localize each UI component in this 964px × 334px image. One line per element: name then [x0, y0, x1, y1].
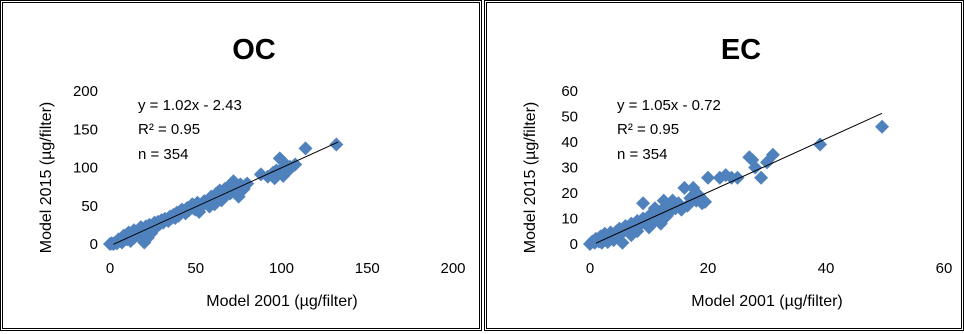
trendline-annotation: n = 354 [617, 146, 667, 163]
trendline-annotation: R² = 0.95 [617, 121, 679, 138]
y-tick-label: 30 [561, 160, 578, 177]
data-point [754, 170, 769, 185]
data-point [677, 180, 692, 195]
x-tick-label: 60 [936, 260, 953, 277]
trendline-annotation: y = 1.02x - 2.43 [138, 97, 242, 114]
x-tick-label: 150 [355, 260, 380, 277]
data-point [636, 196, 651, 211]
chart-title: EC [721, 34, 761, 66]
data-point [633, 217, 648, 232]
y-axis-title: Model 2015 (µg/filter) [38, 102, 55, 254]
data-point [647, 201, 662, 216]
x-tick-label: 100 [269, 260, 294, 277]
y-tick-label: 200 [73, 83, 98, 100]
x-tick-label: 0 [586, 260, 594, 277]
data-point [288, 157, 303, 172]
x-tick-label: 20 [700, 260, 717, 277]
data-point [748, 160, 763, 175]
trendline [113, 141, 339, 245]
x-tick-label: 50 [187, 260, 204, 277]
x-tick-label: 200 [440, 260, 465, 277]
trendline [595, 112, 883, 244]
y-tick-label: 20 [561, 185, 578, 202]
y-tick-label: 150 [73, 121, 98, 138]
y-tick-label: 100 [73, 160, 98, 177]
y-tick-label: 40 [561, 134, 578, 151]
oc-chart-panel: OC 0 50 100 150 200 0 50 100 150 200 Model 2001 (µg… [0, 0, 482, 331]
y-tick-label: 50 [81, 198, 98, 215]
data-point [875, 119, 890, 134]
data-point [689, 193, 704, 208]
data-point [600, 234, 615, 249]
chart-title: OC [232, 34, 276, 66]
y-tick-label: 50 [561, 109, 578, 126]
data-point [615, 235, 630, 250]
y-tick-label: 0 [90, 236, 98, 253]
data-point [329, 137, 344, 152]
data-point [618, 219, 633, 234]
data-point [615, 225, 630, 240]
trendline-annotation: y = 1.05x - 0.72 [617, 97, 721, 114]
data-point [730, 170, 745, 185]
data-point [718, 168, 733, 183]
data-point [659, 198, 674, 213]
oc-scatter-chart: OC 0 50 100 150 200 0 50 100 150 200 Model 2001 (µg… [38, 34, 466, 310]
data-point [701, 170, 715, 185]
data-point [630, 224, 645, 239]
x-axis-title: Model 2001 (µg/filter) [206, 293, 358, 310]
y-tick-label: 60 [561, 83, 578, 100]
y-axis-title: Model 2015 (µg/filter) [522, 102, 539, 254]
data-point [813, 137, 828, 152]
x-axis-title: Model 2001 (µg/filter) [691, 293, 843, 310]
trendline-annotation: n = 354 [138, 146, 188, 163]
data-point [298, 141, 313, 156]
x-tick-label: 0 [106, 260, 114, 277]
data-point [765, 147, 780, 162]
data-point [644, 206, 659, 221]
y-tick-label: 10 [561, 211, 578, 228]
data-point [662, 205, 677, 220]
y-tick-label: 0 [570, 236, 578, 253]
ec-scatter-chart: EC 0 10 20 30 40 50 60 0 20 40 60 Model 2001 (µg/fil… [522, 34, 953, 310]
trendline-annotation: R² = 0.95 [138, 121, 200, 138]
ec-chart-panel: EC 0 10 20 30 40 50 60 0 20 40 60 Model 2001 (µg/fil… [484, 0, 964, 331]
data-point [692, 188, 707, 203]
x-tick-label: 40 [818, 260, 835, 277]
data-point [698, 194, 713, 209]
